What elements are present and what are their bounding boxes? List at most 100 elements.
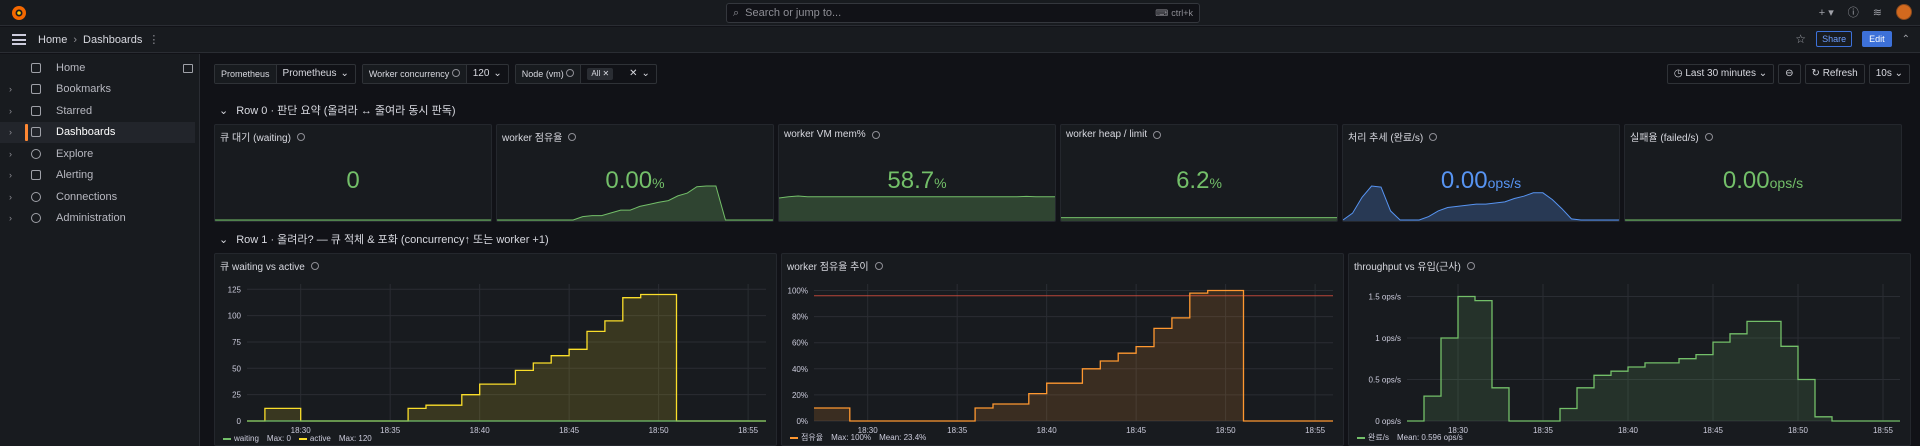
grafana-logo-icon[interactable] <box>10 4 28 22</box>
info-icon[interactable] <box>568 132 577 141</box>
info-icon[interactable] <box>310 261 319 270</box>
refresh-label: Refresh <box>1822 68 1858 79</box>
data-point <box>1865 420 1867 422</box>
data-point <box>765 420 767 422</box>
profile-avatar[interactable] <box>1896 4 1912 20</box>
data-point <box>300 420 302 422</box>
variable-datasource[interactable]: Prometheus Prometheus ⌄ <box>214 64 356 84</box>
sidebar-item-starred[interactable]: › Starred <box>0 100 199 122</box>
legend-item[interactable]: 점유율 <box>790 432 823 443</box>
legend-series-name: waiting <box>234 434 259 443</box>
chevron-right-icon[interactable]: › <box>9 127 12 138</box>
data-point <box>729 420 731 422</box>
variable-chip[interactable]: All ✕ <box>587 68 614 80</box>
chevron-up-icon[interactable]: ⌃ <box>1901 33 1910 45</box>
data-point <box>1746 321 1748 323</box>
legend-item[interactable]: active <box>298 434 331 443</box>
add-new-icon[interactable]: + ▾ <box>1818 6 1834 19</box>
chevron-right-icon[interactable]: › <box>9 84 12 95</box>
data-point <box>1831 420 1833 422</box>
sidebar-item-bookmarks[interactable]: › Bookmarks <box>0 79 199 101</box>
row-header-1[interactable]: ⌄ Row 1 · 올려라? — 큐 적체 & 포화 (concurrency↑ … <box>219 231 549 247</box>
stat-value: 0 <box>215 167 491 195</box>
x-tick-label: 18:55 <box>1873 426 1894 435</box>
stat-panel[interactable]: worker 점유율 0.00% <box>496 124 774 222</box>
variable-value: Prometheus <box>282 68 337 79</box>
stat-panel[interactable]: 큐 대기 (waiting) 0 <box>214 124 492 222</box>
variable-label: Prometheus <box>215 65 277 83</box>
sidebar-item-explore[interactable]: › Explore <box>0 143 199 165</box>
timeseries-panel[interactable]: worker 점유율 추이 0% 20% 40% 60% 80% 100% 18:30 18:3… <box>781 253 1344 446</box>
data-point <box>1729 333 1731 335</box>
dock-menu-icon[interactable] <box>183 64 193 73</box>
refresh-interval-value: 10s <box>1875 68 1892 79</box>
edit-button[interactable]: Edit <box>1862 31 1892 47</box>
info-icon[interactable] <box>1429 132 1438 141</box>
star-icon[interactable]: ☆ <box>1795 32 1807 46</box>
sparkline <box>497 185 773 221</box>
chevron-right-icon[interactable]: › <box>9 213 12 224</box>
help-icon[interactable]: ⓘ <box>1847 7 1859 19</box>
stat-panel[interactable]: 실패율 (failed/s) 0.00ops/s <box>1624 124 1902 222</box>
share-button[interactable]: Share <box>1816 31 1853 47</box>
sidebar-item-alerting[interactable]: › Alerting <box>0 165 199 187</box>
chevron-right-icon[interactable]: › <box>9 170 12 181</box>
chevron-right-icon[interactable]: › <box>9 191 12 202</box>
panel-title: worker 점유율 <box>502 129 577 144</box>
chart-legend: 완료/s Mean: 0.596 ops/s <box>1357 432 1463 443</box>
chevron-down-icon: ⌄ <box>219 233 229 246</box>
variable-select[interactable]: Prometheus ⌄ <box>277 65 355 83</box>
data-point <box>604 320 606 322</box>
info-icon[interactable] <box>874 261 883 270</box>
data-point <box>1559 408 1561 410</box>
sidebar-item-administration[interactable]: › Administration <box>0 208 199 230</box>
sidebar-item-connections[interactable]: › Connections <box>0 186 199 208</box>
timeseries-panel[interactable]: throughput vs 유입(근사) 0 ops/s 0.5 ops/s 1 op… <box>1348 253 1911 446</box>
sidebar-item-dashboards[interactable]: › Dashboards <box>0 121 195 143</box>
info-icon[interactable] <box>1153 130 1162 139</box>
info-icon[interactable] <box>296 132 305 141</box>
info-icon[interactable] <box>451 69 460 77</box>
timeseries-panel[interactable]: 큐 waiting vs active 0 25 50 75 100 125 18:30 18:… <box>214 253 777 446</box>
chevron-right-icon[interactable]: › <box>9 105 12 116</box>
stat-value: 0.00ops/s <box>1343 167 1619 195</box>
info-icon[interactable] <box>871 130 880 139</box>
refresh-interval-picker[interactable]: 10s ⌄ <box>1868 64 1910 84</box>
info-icon[interactable] <box>566 69 575 77</box>
chevron-right-icon[interactable]: › <box>9 148 12 159</box>
sidebar-item-home[interactable]: Home <box>0 57 199 79</box>
variable-concurrency[interactable]: Worker concurrency 120 ⌄ <box>361 64 509 84</box>
chevron-down-icon: ⌄ <box>219 104 229 117</box>
search-input[interactable]: ⌕ Search or jump to... ⌨ ctrl+k <box>726 3 1200 23</box>
stat-panel[interactable]: worker VM mem% 58.7% <box>778 124 1056 222</box>
legend-item[interactable]: 완료/s <box>1357 432 1389 443</box>
variable-node[interactable]: Node (vm) All ✕ ✕ ⌄ <box>514 64 657 84</box>
info-icon[interactable] <box>1704 132 1713 141</box>
y-tick-label: 75 <box>232 338 241 347</box>
news-icon[interactable]: ≋ <box>1872 6 1882 19</box>
breadcrumb-home[interactable]: Home <box>38 33 68 46</box>
stat-panel[interactable]: 처리 추세 (완료/s) 0.00ops/s <box>1342 124 1620 222</box>
info-icon[interactable] <box>1466 261 1475 270</box>
more-icon[interactable]: ⋮ <box>148 34 160 46</box>
data-point <box>318 420 320 422</box>
row-title: Row 1 · 올려라? — 큐 적체 & 포화 (concurrency↑ 또… <box>236 234 549 246</box>
time-range-picker[interactable]: ◷ Last 30 minutes ⌄ <box>1666 64 1775 84</box>
zoom-out-button[interactable]: ⊖ <box>1778 64 1801 84</box>
breadcrumb-dashboards[interactable]: Dashboards <box>83 33 143 46</box>
refresh-button[interactable]: ↻ Refresh <box>1804 64 1865 84</box>
row-header-0[interactable]: ⌄ Row 0 · 판단 요약 (올려라 ↔ 줄여라 동시 판독) <box>219 102 456 118</box>
clock-icon: ◷ <box>1673 68 1683 79</box>
data-point <box>694 420 696 422</box>
data-point <box>443 420 445 422</box>
stat-panel[interactable]: worker heap / limit 6.2% <box>1060 124 1338 222</box>
panel-title: worker heap / limit <box>1066 129 1162 140</box>
variable-select[interactable]: 120 ⌄ <box>467 65 508 83</box>
menu-icon[interactable] <box>12 34 26 45</box>
clear-icon[interactable]: ✕ <box>629 68 638 79</box>
legend-item[interactable]: waiting <box>223 434 259 443</box>
link-icon <box>31 191 41 202</box>
sparkline-area <box>497 186 773 221</box>
variable-select[interactable]: All ✕ ✕ ⌄ <box>581 65 656 83</box>
legend-stat: Max: 0 <box>266 434 291 443</box>
